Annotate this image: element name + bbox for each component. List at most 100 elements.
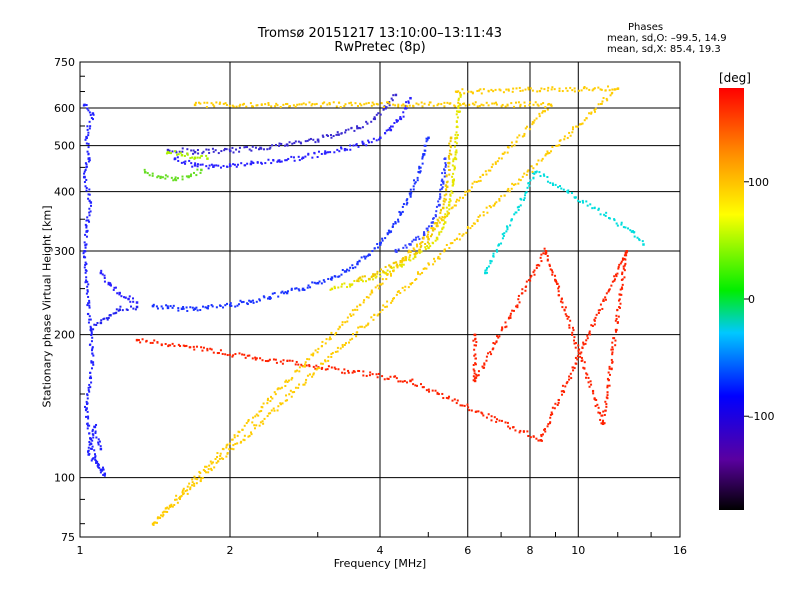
data-point <box>200 477 203 480</box>
data-point <box>422 386 425 389</box>
data-point <box>510 141 513 144</box>
data-point <box>238 150 241 153</box>
data-point <box>477 215 480 218</box>
data-point <box>456 116 459 119</box>
data-point <box>541 111 544 114</box>
data-point <box>388 231 391 234</box>
data-point <box>379 243 382 246</box>
data-point <box>85 407 88 410</box>
data-point <box>478 104 481 107</box>
data-point <box>471 225 474 228</box>
data-point <box>392 223 395 226</box>
data-point <box>548 152 551 155</box>
data-point <box>279 402 282 405</box>
data-point <box>365 374 368 377</box>
data-point <box>606 386 609 389</box>
data-point <box>483 362 486 365</box>
data-point <box>199 163 202 166</box>
data-point <box>219 349 222 352</box>
data-point <box>97 466 100 469</box>
data-point <box>337 368 340 371</box>
data-point <box>604 400 607 403</box>
data-point <box>373 313 376 316</box>
data-point <box>542 110 545 113</box>
data-point <box>94 430 97 433</box>
data-point <box>440 230 443 233</box>
data-point <box>351 371 354 374</box>
data-point <box>449 146 452 149</box>
data-point <box>262 402 265 405</box>
data-point <box>441 180 445 184</box>
data-point <box>519 197 522 200</box>
data-point <box>422 237 425 240</box>
data-point <box>89 114 92 117</box>
data-point <box>239 441 242 444</box>
data-point <box>181 489 184 492</box>
data-point <box>521 89 524 92</box>
data-point <box>512 87 515 90</box>
data-point <box>397 103 400 106</box>
data-point <box>156 516 159 519</box>
data-point <box>477 370 480 373</box>
data-point <box>492 254 495 257</box>
data-point <box>92 436 95 439</box>
data-point <box>234 442 237 445</box>
data-point <box>284 399 287 402</box>
data-point <box>399 213 402 216</box>
data-point <box>534 101 537 104</box>
data-point <box>322 135 325 138</box>
data-point <box>528 184 531 187</box>
data-point <box>254 358 257 361</box>
data-point <box>638 238 641 241</box>
data-point <box>352 313 355 316</box>
data-point <box>544 252 547 255</box>
data-point <box>86 394 89 397</box>
data-point <box>510 187 513 190</box>
data-point <box>427 103 430 106</box>
data-point <box>182 344 185 347</box>
data-point <box>352 144 355 147</box>
data-point <box>266 399 269 402</box>
data-point <box>132 307 135 310</box>
data-point <box>599 412 602 415</box>
data-point <box>608 384 611 387</box>
data-point <box>89 371 92 374</box>
data-point <box>463 92 466 95</box>
data-point <box>174 498 177 501</box>
data-point <box>607 85 610 88</box>
data-point <box>519 429 522 432</box>
data-point <box>622 267 625 270</box>
data-point <box>531 172 534 175</box>
data-point <box>584 342 587 345</box>
data-point <box>564 385 567 388</box>
data-point <box>97 441 100 444</box>
data-point <box>85 136 88 139</box>
data-point <box>298 289 301 292</box>
data-point <box>272 159 275 162</box>
data-point <box>373 273 377 276</box>
data-point <box>424 246 427 249</box>
data-point <box>109 282 112 285</box>
data-point <box>532 176 535 179</box>
data-point <box>324 368 327 371</box>
data-point <box>367 296 370 299</box>
data-point <box>414 278 417 281</box>
data-point <box>90 360 93 363</box>
data-point <box>251 357 254 360</box>
data-point <box>450 207 453 210</box>
data-point <box>493 204 496 207</box>
data-point <box>433 257 436 260</box>
data-point <box>392 266 395 269</box>
data-point <box>517 182 520 185</box>
data-point <box>408 104 411 107</box>
data-point <box>506 151 509 154</box>
data-point <box>391 99 394 102</box>
data-point <box>594 107 597 110</box>
data-point <box>279 160 282 163</box>
data-point <box>193 157 196 160</box>
data-point <box>103 317 106 320</box>
data-point <box>103 474 106 477</box>
data-point <box>300 142 303 145</box>
data-point <box>499 89 502 92</box>
data-point <box>287 379 290 382</box>
